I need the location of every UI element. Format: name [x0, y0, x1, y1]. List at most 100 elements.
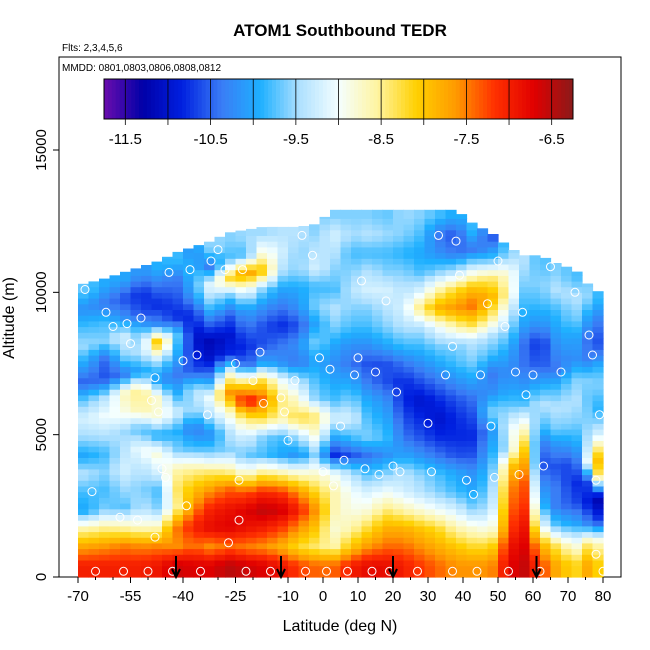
- heatmap-cell: [256, 525, 268, 533]
- heatmap-cell: [309, 241, 321, 248]
- heatmap-cell: [225, 337, 237, 345]
- heatmap-cell: [78, 343, 90, 350]
- heatmap-cell: [351, 491, 363, 498]
- heatmap-cell: [540, 440, 552, 447]
- heatmap-cell: [445, 429, 457, 436]
- heatmap-cell: [550, 315, 562, 322]
- heatmap-cell: [214, 457, 226, 464]
- heatmap-cell: [162, 537, 174, 544]
- heatmap-cell: [550, 292, 562, 299]
- heatmap-cell: [487, 241, 499, 248]
- heatmap-cell: [372, 508, 384, 515]
- heatmap-cell: [78, 491, 90, 498]
- heatmap-cell: [246, 343, 258, 350]
- heatmap-cell: [435, 451, 447, 458]
- heatmap-cell: [393, 229, 405, 236]
- heatmap-cell: [88, 503, 100, 510]
- heatmap-cell: [508, 360, 520, 367]
- heatmap-cell: [109, 537, 121, 544]
- heatmap-cell: [172, 434, 184, 441]
- heatmap-cell: [361, 309, 373, 316]
- heatmap-cell: [582, 542, 594, 550]
- heatmap-cell: [414, 480, 426, 487]
- heatmap-cell: [351, 360, 363, 367]
- heatmap-cell: [204, 366, 216, 373]
- heatmap-cell: [225, 235, 237, 242]
- heatmap-cell: [456, 241, 468, 248]
- heatmap-cell: [130, 377, 142, 384]
- heatmap-cell: [582, 349, 594, 356]
- heatmap-cell: [235, 303, 247, 310]
- heatmap-cell: [172, 429, 184, 436]
- heatmap-cell: [162, 366, 174, 373]
- heatmap-cell: [435, 571, 447, 578]
- heatmap-cell: [88, 559, 100, 567]
- heatmap-cell: [330, 269, 342, 276]
- heatmap-cell: [267, 548, 279, 555]
- heatmap-cell: [351, 503, 363, 510]
- heatmap-cell: [435, 554, 447, 561]
- heatmap-cell: [319, 520, 331, 527]
- heatmap-cell: [88, 326, 100, 333]
- heatmap-cell: [403, 224, 415, 231]
- heatmap-cell: [435, 212, 447, 219]
- heatmap-cell: [214, 355, 226, 362]
- heatmap-cell: [340, 212, 352, 219]
- heatmap-cell: [141, 394, 153, 402]
- heatmap-cell: [162, 280, 174, 288]
- heatmap-cell: [351, 383, 363, 390]
- heatmap-cell: [309, 554, 321, 561]
- heatmap-cell: [120, 366, 132, 373]
- heatmap-cell: [361, 269, 373, 276]
- heatmap-cell: [414, 485, 426, 493]
- heatmap-cell: [445, 292, 457, 299]
- heatmap-cell: [309, 537, 321, 544]
- heatmap-cell: [414, 298, 426, 305]
- heatmap-cell: [435, 241, 447, 248]
- heatmap-cell: [456, 497, 468, 504]
- heatmap-cell: [582, 355, 594, 362]
- heatmap-cell: [204, 360, 216, 367]
- heatmap-cell: [78, 485, 90, 493]
- heatmap-cell: [477, 559, 489, 567]
- heatmap-cell: [172, 315, 184, 322]
- heatmap-cell: [298, 451, 310, 458]
- heatmap-cell: [403, 246, 415, 254]
- heatmap-cell: [141, 446, 153, 453]
- heatmap-cell: [151, 440, 163, 447]
- heatmap-cell: [456, 360, 468, 367]
- heatmap-cell: [162, 525, 174, 533]
- heatmap-cell: [519, 292, 531, 299]
- heatmap-cell: [435, 383, 447, 390]
- heatmap-cell: [456, 303, 468, 310]
- sample-point: [353, 353, 363, 363]
- heatmap-cell: [403, 343, 415, 350]
- heatmap-cell: [372, 360, 384, 367]
- heatmap-cell: [319, 235, 331, 242]
- heatmap-cell: [561, 514, 573, 521]
- heatmap-cell: [267, 474, 279, 481]
- sample-point: [157, 464, 167, 474]
- heatmap-cell: [351, 571, 363, 578]
- colorbar-segment: [322, 79, 328, 119]
- heatmap-cell: [393, 218, 405, 225]
- heatmap-cell: [193, 280, 205, 288]
- heatmap-cell: [529, 383, 541, 390]
- heatmap-cell: [88, 537, 100, 544]
- heatmap-cell: [340, 372, 352, 379]
- sample-point: [234, 515, 244, 525]
- heatmap-cell: [372, 411, 384, 419]
- heatmap-cell: [235, 383, 247, 390]
- heatmap-cell: [309, 485, 321, 493]
- heatmap-cell: [540, 332, 552, 339]
- heatmap-cell: [435, 372, 447, 379]
- heatmap-cell: [109, 298, 121, 305]
- heatmap-cell: [78, 389, 90, 396]
- heatmap-cell: [477, 480, 489, 487]
- heatmap-cell: [298, 531, 310, 538]
- heatmap-cell: [235, 497, 247, 504]
- heatmap-cell: [330, 212, 342, 219]
- heatmap-cell: [277, 525, 289, 533]
- heatmap-cell: [214, 537, 226, 544]
- heatmap-cell: [508, 343, 520, 350]
